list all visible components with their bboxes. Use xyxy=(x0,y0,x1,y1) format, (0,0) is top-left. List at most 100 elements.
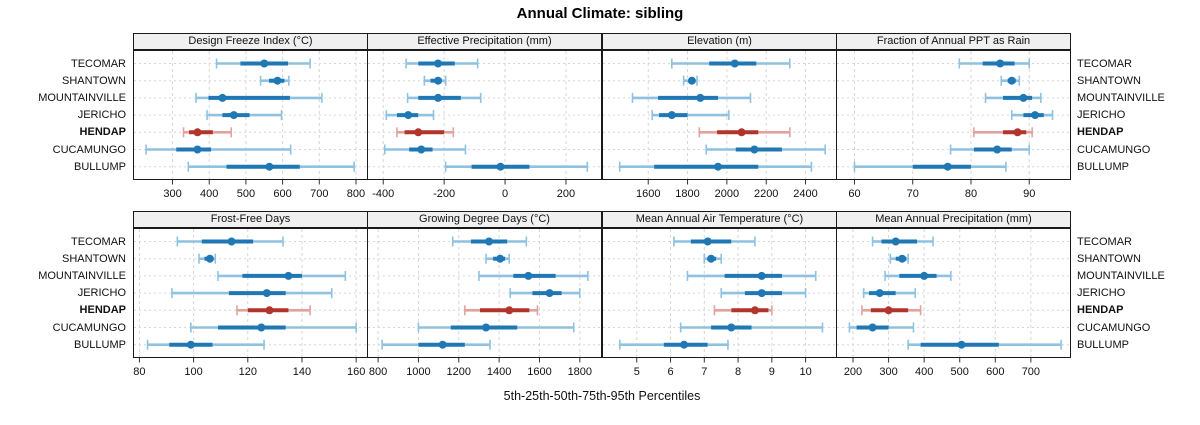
site-label: TECOMAR xyxy=(1077,235,1132,248)
site-label: TECOMAR xyxy=(71,235,126,248)
series-cucamungo xyxy=(848,322,915,333)
median-point xyxy=(229,111,238,120)
site-label: MOUNTAINVILLE xyxy=(1077,269,1165,282)
median-point xyxy=(496,254,505,263)
axis-tick-label: 700 xyxy=(1022,366,1040,378)
median-point xyxy=(496,162,505,171)
series-tecomar xyxy=(176,236,284,247)
axis-tick-label: 8 xyxy=(735,366,741,378)
axis-tick-label: 1600 xyxy=(636,188,660,200)
median-point xyxy=(714,162,723,171)
series-mountainville xyxy=(478,270,589,281)
median-point xyxy=(257,323,266,332)
series-bullump xyxy=(853,161,1007,172)
median-point xyxy=(414,128,423,137)
axis-tick-label: 2200 xyxy=(754,188,778,200)
site-label: HENDAP xyxy=(79,304,126,317)
series-jericho xyxy=(651,110,730,121)
median-point xyxy=(218,93,227,102)
panel-plot: -400 -200 0 200 xyxy=(367,50,602,200)
axis-tick-label: 500 xyxy=(237,188,255,200)
series-hendap xyxy=(464,305,539,316)
series-tecomar xyxy=(871,236,934,247)
axis-tick-label: 300 xyxy=(879,366,897,378)
series-shantown xyxy=(485,253,511,264)
panel-header: Design Freeze Index (°C) xyxy=(133,33,368,50)
median-point xyxy=(273,76,282,85)
series-bullump xyxy=(618,161,813,172)
series-hendap xyxy=(396,127,455,138)
site-label: CUCAMUNGO xyxy=(52,321,126,334)
axis-tick-label: 300 xyxy=(163,188,181,200)
site-label: HENDAP xyxy=(79,126,126,139)
site-label: BULLUMP xyxy=(74,338,126,351)
median-point xyxy=(884,306,893,315)
axis-tick-label: 400 xyxy=(915,366,933,378)
site-label: MOUNTAINVILLE xyxy=(38,91,126,104)
series-cucamungo xyxy=(705,144,826,155)
axis-tick-label: 400 xyxy=(200,188,218,200)
median-point xyxy=(265,162,274,171)
series-hendap xyxy=(973,127,1033,138)
series-cucamungo xyxy=(417,322,575,333)
median-point xyxy=(1007,76,1016,85)
axis-tick-label: 1800 xyxy=(675,188,699,200)
series-bullump xyxy=(907,339,1062,350)
axis-tick-label: 80 xyxy=(133,366,145,378)
axis-tick-label: 1600 xyxy=(527,366,551,378)
axis-tick-label: 700 xyxy=(310,188,328,200)
axis-tick-label: 800 xyxy=(347,188,365,200)
series-shantown xyxy=(423,75,447,86)
series-hendap xyxy=(236,305,311,316)
panel-plot: 300 400 500 600 700 800 xyxy=(133,50,368,200)
series-jericho xyxy=(1010,110,1054,121)
median-point xyxy=(875,289,884,298)
axis-tick-label: 0 xyxy=(502,188,508,200)
site-label: CUCAMUNGO xyxy=(52,143,126,156)
series-shantown xyxy=(259,75,290,86)
axis-tick-label: 10 xyxy=(799,366,811,378)
median-point xyxy=(898,254,907,263)
series-jericho xyxy=(171,288,333,299)
site-label: MOUNTAINVILLE xyxy=(38,269,126,282)
series-hendap xyxy=(713,305,773,316)
axis-tick-label: 200 xyxy=(844,366,862,378)
site-label: SHANTOWN xyxy=(1077,74,1141,87)
median-point xyxy=(868,323,877,332)
panel-header: Frost-Free Days xyxy=(133,211,368,228)
series-bullump xyxy=(444,161,589,172)
axis-tick-label: 1800 xyxy=(568,366,592,378)
site-label: BULLUMP xyxy=(1077,160,1129,173)
site-label: JERICHO xyxy=(1077,109,1126,122)
series-hendap xyxy=(861,305,922,316)
series-jericho xyxy=(720,288,807,299)
median-point xyxy=(730,59,739,68)
series-cucamungo xyxy=(190,322,357,333)
median-point xyxy=(750,145,759,154)
series-mountainville xyxy=(195,92,323,103)
series-cucamungo xyxy=(145,144,292,155)
series-mountainville xyxy=(406,92,482,103)
panel-header: Effective Precipitation (mm) xyxy=(367,33,602,50)
series-tecomar xyxy=(215,58,311,69)
series-shantown xyxy=(1000,75,1021,86)
median-point xyxy=(993,145,1002,154)
series-mountainville xyxy=(631,92,752,103)
series-tecomar xyxy=(671,58,791,69)
median-point xyxy=(687,76,696,85)
axis-tick-label: 70 xyxy=(907,188,919,200)
axis-tick-label: 1000 xyxy=(406,366,430,378)
axis-tick-label: 6 xyxy=(667,366,673,378)
site-label: TECOMAR xyxy=(1077,57,1132,70)
series-bullump xyxy=(187,161,355,172)
axis-tick-label: 140 xyxy=(293,366,311,378)
axis-tick-label: 1400 xyxy=(487,366,511,378)
median-point xyxy=(524,271,533,280)
axis-tick-label: 160 xyxy=(347,366,365,378)
axis-tick-label: 100 xyxy=(184,366,202,378)
median-point xyxy=(434,59,443,68)
series-bullump xyxy=(381,339,491,350)
site-label: CUCAMUNGO xyxy=(1077,321,1151,334)
series-tecomar xyxy=(405,58,479,69)
axis-tick-label: 1200 xyxy=(447,366,471,378)
